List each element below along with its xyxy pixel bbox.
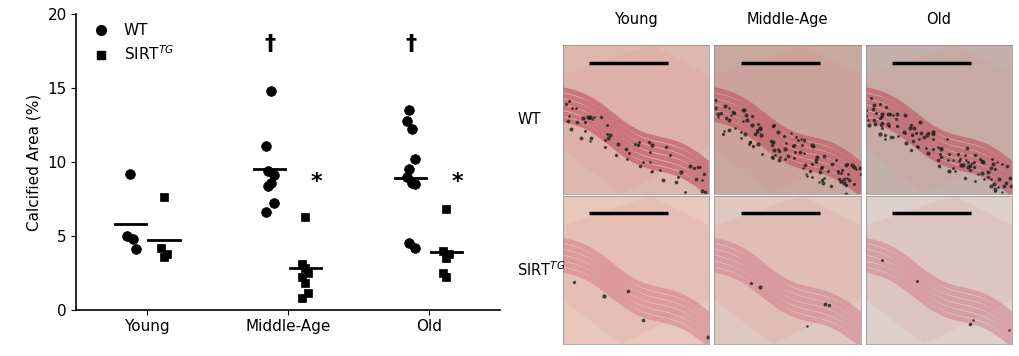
Text: †: † — [264, 34, 275, 54]
Text: Young: Young — [613, 12, 657, 27]
Polygon shape — [713, 45, 860, 194]
Text: WT: WT — [517, 112, 540, 127]
Text: *: * — [451, 172, 463, 192]
Legend: WT, SIRT$^{TG}$: WT, SIRT$^{TG}$ — [84, 22, 175, 65]
Polygon shape — [562, 45, 708, 194]
Text: †: † — [405, 34, 416, 54]
Text: Old: Old — [925, 12, 951, 27]
Text: SIRT$^{TG}$: SIRT$^{TG}$ — [517, 261, 566, 279]
Polygon shape — [713, 196, 860, 345]
Polygon shape — [865, 196, 1011, 345]
Polygon shape — [865, 45, 1011, 194]
Y-axis label: Calcified Area (%): Calcified Area (%) — [26, 93, 42, 231]
Text: *: * — [310, 172, 322, 192]
Text: Middle-Age: Middle-Age — [746, 12, 827, 27]
Polygon shape — [562, 196, 708, 345]
